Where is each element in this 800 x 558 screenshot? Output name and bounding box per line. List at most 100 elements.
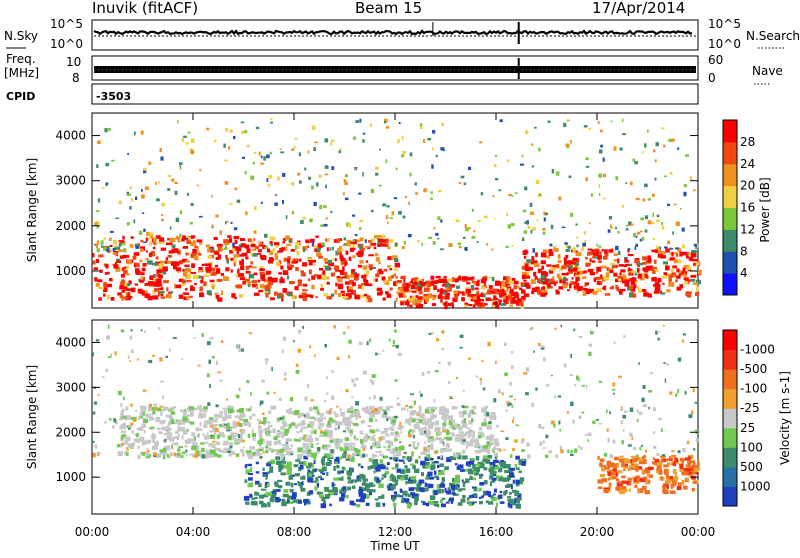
data-cell	[545, 255, 551, 259]
data-cell	[473, 487, 478, 492]
data-cell	[330, 210, 333, 214]
data-cell	[418, 391, 421, 394]
data-cell	[387, 256, 392, 261]
data-cell	[367, 465, 372, 470]
data-cell	[187, 131, 191, 134]
data-cell	[524, 266, 531, 271]
data-cell	[540, 277, 544, 283]
data-cell	[179, 454, 184, 459]
data-cell	[491, 416, 495, 419]
data-cell	[391, 467, 397, 470]
data-cell	[652, 237, 656, 240]
data-cell	[490, 412, 496, 417]
data-cell	[235, 394, 240, 399]
data-cell	[160, 411, 163, 416]
data-cell	[393, 268, 398, 272]
data-cell	[178, 419, 183, 424]
data-cell	[301, 449, 307, 454]
data-cell	[457, 488, 462, 492]
colorbar-swatch	[723, 388, 737, 409]
data-cell	[233, 235, 240, 240]
data-cell	[287, 292, 293, 297]
data-cell	[320, 478, 324, 481]
data-cell	[428, 333, 432, 335]
data-cell	[568, 175, 572, 179]
data-cell	[637, 489, 640, 493]
data-cell	[285, 443, 289, 448]
data-cell	[382, 234, 386, 239]
data-cell	[344, 455, 347, 458]
data-cell	[451, 277, 455, 282]
data-cell	[373, 454, 378, 458]
data-cell	[356, 252, 361, 256]
data-cell	[512, 447, 515, 452]
data-cell	[307, 257, 313, 261]
data-cell	[681, 458, 687, 462]
data-cell	[564, 242, 568, 245]
data-cell	[509, 395, 513, 398]
data-cell	[218, 431, 224, 437]
data-cell	[573, 267, 578, 272]
data-cell	[370, 209, 374, 213]
data-cell	[412, 464, 416, 470]
data-cell	[495, 178, 499, 181]
data-cell	[536, 219, 539, 222]
data-cell	[210, 283, 216, 288]
data-cell	[337, 285, 344, 290]
data-cell	[101, 376, 105, 378]
data-cell	[518, 470, 522, 473]
data-cell	[185, 449, 188, 453]
data-cell	[117, 292, 122, 296]
data-cell	[597, 455, 600, 460]
data-cell	[492, 448, 495, 453]
data-cell	[250, 175, 255, 180]
data-cell	[427, 444, 434, 449]
data-cell	[239, 238, 246, 241]
data-cell	[208, 359, 211, 364]
data-cell	[129, 206, 132, 210]
data-cell	[662, 324, 665, 327]
data-cell	[370, 379, 373, 383]
data-cell	[433, 285, 437, 290]
data-cell	[319, 204, 323, 210]
data-cell	[277, 439, 281, 445]
data-cell	[291, 148, 295, 151]
data-cell	[192, 441, 198, 446]
data-cell	[94, 222, 98, 226]
data-cell	[304, 167, 307, 171]
data-cell	[548, 251, 554, 256]
data-cell	[350, 432, 353, 437]
data-cell	[224, 427, 228, 430]
data-cell	[158, 263, 164, 266]
data-cell	[196, 250, 201, 256]
data-cell	[520, 440, 525, 444]
data-cell	[533, 271, 537, 277]
data-cell	[604, 487, 610, 490]
data-cell	[680, 207, 682, 210]
data-cell	[623, 429, 625, 432]
data-cell	[346, 454, 349, 459]
data-cell	[416, 493, 420, 497]
data-cell	[496, 304, 500, 310]
data-cell	[230, 435, 236, 440]
data-cell	[421, 242, 423, 246]
data-cell	[347, 443, 352, 448]
data-cell	[280, 448, 285, 453]
data-cell	[678, 270, 683, 274]
data-cell	[544, 454, 549, 458]
data-cell	[389, 457, 393, 460]
data-cell	[391, 423, 396, 427]
data-cell	[468, 420, 473, 425]
data-cell	[158, 431, 163, 435]
data-cell	[337, 250, 342, 255]
data-cell	[280, 454, 284, 460]
data-cell	[405, 481, 410, 484]
data-cell	[600, 465, 607, 468]
data-cell	[393, 454, 396, 458]
data-cell	[201, 276, 204, 280]
data-cell	[135, 196, 138, 200]
data-cell	[274, 291, 278, 296]
data-cell	[531, 165, 535, 168]
data-cell	[475, 300, 480, 305]
data-cell	[282, 288, 288, 293]
